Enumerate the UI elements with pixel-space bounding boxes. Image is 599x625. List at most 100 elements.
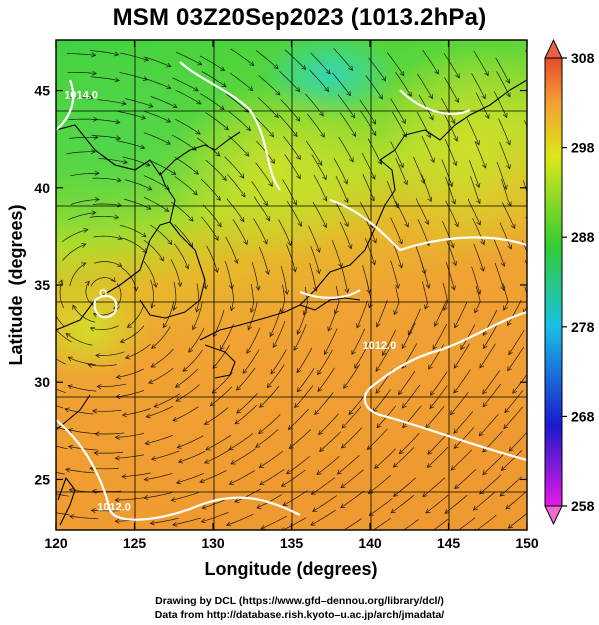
- streamline: [85, 281, 95, 307]
- streamline: [284, 49, 306, 70]
- colorbar-tick-label: 268: [571, 408, 595, 424]
- streamline: [143, 132, 171, 145]
- streamline: [482, 454, 504, 475]
- streamline: [226, 513, 254, 526]
- streamline-arrow: [478, 431, 484, 437]
- streamline-arrow: [454, 222, 459, 228]
- streamline-arrow: [343, 197, 349, 204]
- streamline: [421, 281, 428, 310]
- streamline: [390, 98, 406, 124]
- streamline: [475, 92, 490, 119]
- streamline: [91, 118, 120, 123]
- streamline: [150, 279, 154, 308]
- streamline: [471, 73, 486, 99]
- streamline-arrow: [502, 112, 508, 119]
- streamline-arrow: [296, 387, 302, 393]
- streamline-arrow: [302, 310, 308, 316]
- streamline-arrow: [316, 269, 321, 275]
- streamline: [198, 261, 207, 290]
- streamline-arrow: [505, 504, 511, 510]
- streamline-arrow: [193, 86, 199, 92]
- streamline: [250, 283, 254, 313]
- streamline: [66, 151, 96, 155]
- streamline-arrow: [428, 364, 433, 370]
- streamline: [319, 431, 341, 452]
- streamline: [201, 71, 227, 88]
- streamline-arrow: [319, 446, 325, 452]
- streamline-arrow: [349, 157, 354, 163]
- streamline-arrow: [318, 430, 324, 435]
- streamline: [472, 218, 485, 245]
- streamline: [281, 469, 306, 487]
- streamline: [97, 383, 126, 387]
- streamline-arrow: [317, 160, 323, 166]
- streamline: [247, 302, 258, 330]
- streamline-arrow: [249, 61, 255, 67]
- streamline: [393, 286, 400, 315]
- streamline-arrow: [452, 160, 458, 167]
- streamline-arrow: [536, 119, 540, 124]
- streamline: [499, 222, 512, 250]
- streamline-arrow: [351, 349, 356, 356]
- streamline: [524, 120, 527, 128]
- streamline: [182, 349, 203, 372]
- streamline: [297, 368, 315, 392]
- streamline-arrow: [292, 132, 298, 138]
- streamline: [288, 408, 309, 430]
- streamline-arrow: [475, 198, 481, 205]
- streamline: [253, 196, 271, 222]
- streamline: [425, 494, 449, 514]
- streamline-arrow: [529, 203, 533, 208]
- streamline-arrow: [145, 413, 151, 419]
- streamline-arrow: [195, 307, 200, 313]
- streamline-arrow: [336, 469, 342, 475]
- streamline-arrow: [89, 326, 96, 332]
- streamline: [286, 201, 302, 227]
- streamline-arrow: [184, 264, 190, 270]
- streamline: [205, 159, 227, 181]
- streamline: [206, 245, 218, 273]
- streamline-arrow: [188, 216, 194, 222]
- streamline: [445, 238, 457, 266]
- streamline-arrow: [220, 345, 225, 351]
- contour-label: 1014.0: [64, 89, 98, 101]
- streamline-arrow: [483, 343, 488, 350]
- streamline-arrow: [504, 408, 510, 414]
- streamline-arrow: [428, 93, 433, 100]
- x-tick-label: 145: [437, 535, 461, 551]
- streamline: [343, 518, 362, 530]
- streamline: [122, 237, 147, 253]
- streamline-arrow: [390, 508, 396, 514]
- streamline-arrow: [510, 223, 516, 230]
- streamline-arrow: [341, 423, 347, 429]
- streamline-arrow: [505, 92, 511, 98]
- y-tick-label: 35: [34, 277, 50, 293]
- streamline: [92, 203, 122, 207]
- streamline-arrow: [68, 444, 74, 450]
- streamline: [188, 327, 205, 353]
- streamline: [143, 492, 173, 499]
- streamline: [116, 368, 145, 378]
- streamline-arrow: [196, 99, 202, 105]
- streamline-arrow: [371, 119, 376, 125]
- streamline-arrow: [301, 64, 307, 70]
- streamline: [421, 136, 435, 163]
- streamline: [507, 346, 525, 371]
- streamline-arrow: [235, 385, 241, 391]
- streamline: [255, 50, 279, 70]
- streamline: [170, 259, 181, 287]
- plot-area: 1012.0 1012.0 1014.0: [56, 40, 540, 530]
- streamline-arrow: [174, 383, 181, 388]
- streamline: [197, 137, 221, 157]
- streamline: [313, 174, 328, 202]
- streamline-arrow: [453, 136, 459, 142]
- streamline-arrow: [164, 207, 170, 212]
- streamline-arrow: [117, 262, 123, 267]
- streamline: [415, 198, 429, 225]
- streamline: [66, 53, 96, 56]
- streamline: [453, 369, 471, 394]
- streamline: [90, 277, 116, 287]
- streamline: [416, 111, 431, 138]
- streamline: [474, 285, 481, 314]
- streamline: [174, 157, 199, 175]
